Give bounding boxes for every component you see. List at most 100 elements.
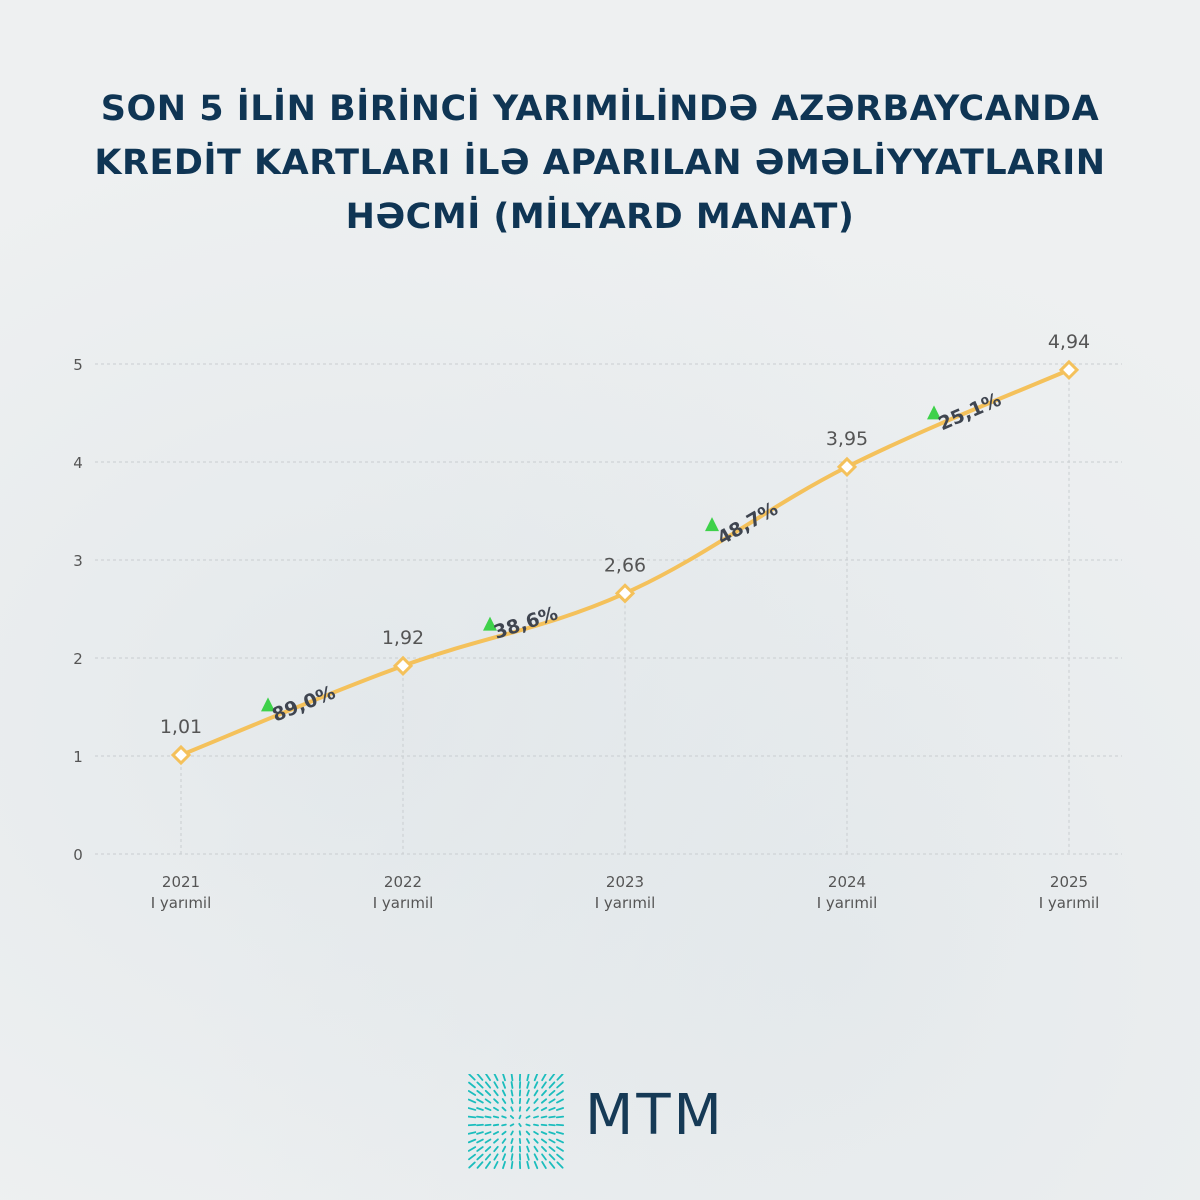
logo-ray (510, 1138, 514, 1144)
logo-ray (468, 1090, 477, 1096)
logo-ray (540, 1131, 548, 1135)
logo-ray (518, 1122, 522, 1128)
mtm-logo-icon (468, 1074, 565, 1170)
logo-ray (548, 1089, 556, 1097)
x-tick-label-year: 2023 (606, 873, 644, 891)
logo-ray (493, 1081, 499, 1089)
data-point-marker (836, 456, 858, 478)
logo-ray (541, 1145, 547, 1153)
logo-ray (484, 1131, 492, 1135)
logo-ray (526, 1160, 530, 1170)
logo-ray (533, 1106, 539, 1112)
growth-up-arrow-icon (705, 517, 719, 532)
logo-ray (501, 1138, 507, 1144)
logo-ray (510, 1081, 514, 1089)
data-value-label: 3,95 (826, 428, 868, 450)
growth-up-arrow-icon (927, 405, 941, 420)
logo-ray (493, 1098, 499, 1104)
logo-ray (476, 1115, 484, 1119)
logo-ray (533, 1115, 539, 1119)
logo-ray (476, 1074, 484, 1081)
logo-ray (509, 1115, 515, 1119)
logo-ray (468, 1161, 476, 1169)
y-tick-label: 5 (73, 356, 83, 374)
chart-title: SON 5 İLİN BİRİNCİ YARIMİLİNDƏ AZƏRBAYCA… (0, 82, 1200, 244)
logo-ray (540, 1138, 548, 1144)
logo-ray (501, 1145, 507, 1153)
logo-ray (476, 1146, 484, 1152)
logo-ray (533, 1089, 539, 1097)
logo-ray (468, 1098, 477, 1104)
logo-ray (493, 1106, 499, 1112)
logo-ray (533, 1130, 539, 1136)
logo-ray (484, 1098, 492, 1104)
logo-ray (502, 1081, 506, 1089)
logo-ray (518, 1130, 522, 1136)
data-point-marker (614, 583, 636, 604)
logo-ray (510, 1097, 514, 1105)
x-tick-label-period: I yarımil (817, 894, 878, 912)
logo-ray (541, 1074, 547, 1082)
y-tick-label: 2 (73, 650, 83, 668)
logo-ray (533, 1138, 539, 1144)
logo-ray (556, 1090, 564, 1096)
logo-ray (548, 1161, 556, 1169)
logo-ray (484, 1153, 492, 1161)
logo-ray (501, 1123, 507, 1127)
logo-ray (526, 1145, 530, 1153)
logo-ray (510, 1145, 514, 1153)
logo-ray (510, 1074, 514, 1082)
logo-ray (540, 1115, 548, 1119)
logo-ray (509, 1123, 515, 1127)
x-tick-label-year: 2024 (828, 873, 866, 891)
logo-ray (526, 1138, 530, 1144)
logo-ray (492, 1131, 500, 1135)
logo-ray (533, 1153, 539, 1161)
logo-ray (526, 1153, 530, 1161)
logo-ray (493, 1138, 499, 1144)
data-point-marker (1058, 359, 1080, 381)
growth-label: 48,7% (714, 498, 782, 550)
logo-ray (484, 1146, 492, 1152)
logo-ray (493, 1153, 499, 1161)
x-tick-label-year: 2022 (384, 873, 422, 891)
logo-ray (548, 1115, 556, 1119)
logo-ray (555, 1131, 565, 1135)
logo-ray (501, 1130, 507, 1136)
logo-ray (476, 1081, 484, 1089)
x-tick-label-year: 2025 (1050, 873, 1088, 891)
logo-ray (510, 1106, 514, 1112)
logo-ray (540, 1098, 548, 1104)
logo-ray (476, 1090, 484, 1096)
growth-label: 38,6% (491, 602, 560, 643)
logo-ray (468, 1081, 476, 1089)
logo-ray (548, 1153, 556, 1161)
logo-ray (525, 1106, 531, 1112)
logo-ray (548, 1081, 556, 1089)
data-value-label: 1,01 (160, 716, 202, 738)
growth-label: 89,0% (269, 681, 338, 726)
logo-ray (468, 1115, 477, 1119)
logo-ray (525, 1130, 531, 1136)
logo-ray (510, 1153, 514, 1161)
title-line-1: SON 5 İLİN BİRİNCİ YARIMİLİNDƏ AZƏRBAYCA… (100, 89, 1100, 129)
logo-ray (501, 1153, 507, 1161)
logo-ray (468, 1074, 476, 1081)
logo-ray (476, 1098, 484, 1104)
logo-ray (484, 1138, 492, 1144)
logo-ray (468, 1146, 477, 1152)
logo-ray (476, 1107, 484, 1111)
logo-ray (556, 1081, 564, 1089)
logo-ray (556, 1161, 564, 1169)
logo-ray (502, 1074, 506, 1082)
brand-name: MTM (585, 1083, 725, 1148)
logo-ray (526, 1098, 530, 1104)
logo-ray (493, 1074, 499, 1082)
growth-up-arrow-icon (483, 616, 497, 631)
x-tick-label-period: I yarımil (1039, 894, 1100, 912)
logo-ray (492, 1123, 500, 1127)
logo-ray (468, 1153, 476, 1161)
line-chart: 0 1 2 3 4 5 2021 I yarımil 2022 I yarımil 2023 I ya… (73, 331, 1122, 912)
logo-ray (476, 1161, 484, 1169)
